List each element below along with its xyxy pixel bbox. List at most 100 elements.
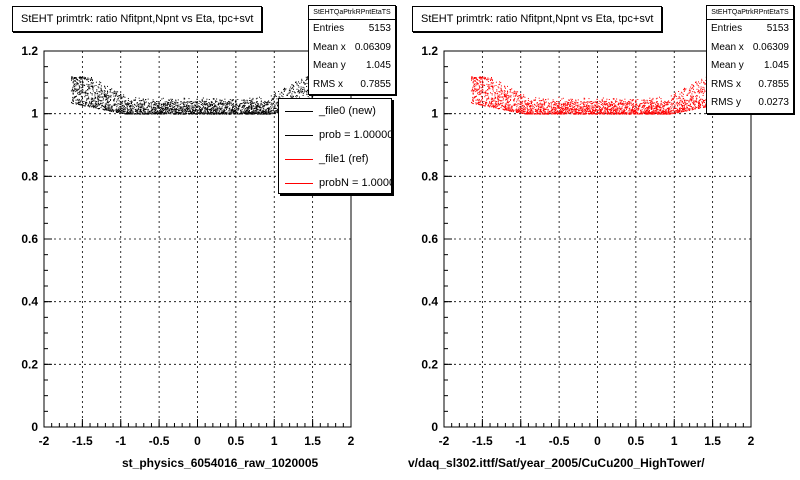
- data-point: [98, 91, 100, 93]
- data-point: [474, 78, 476, 79]
- data-point: [592, 102, 593, 104]
- data-point: [623, 103, 625, 105]
- data-point: [198, 112, 200, 113]
- data-point: [298, 91, 299, 93]
- data-point: [112, 106, 113, 108]
- data-point: [507, 99, 508, 101]
- data-point: [550, 107, 552, 109]
- data-point: [502, 102, 504, 104]
- data-point: [691, 109, 693, 111]
- data-point: [518, 95, 520, 97]
- data-point: [490, 92, 491, 94]
- data-point: [87, 92, 89, 94]
- data-point: [104, 109, 106, 111]
- data-point: [81, 97, 83, 99]
- data-point: [522, 96, 524, 98]
- data-point: [211, 101, 213, 103]
- data-point: [587, 109, 588, 110]
- data-point: [669, 113, 671, 115]
- data-point: [171, 98, 173, 100]
- data-point: [124, 111, 126, 113]
- data-point: [620, 103, 622, 105]
- data-point: [672, 112, 674, 114]
- data-point: [661, 113, 663, 115]
- data-point: [596, 106, 598, 108]
- data-point: [637, 99, 639, 100]
- data-point: [533, 113, 535, 115]
- data-point: [618, 113, 620, 115]
- data-point: [201, 108, 203, 110]
- data-point: [542, 108, 544, 110]
- data-point: [82, 81, 84, 83]
- data-point: [132, 110, 134, 112]
- data-point: [155, 112, 157, 114]
- data-point: [120, 103, 122, 105]
- data-point: [694, 92, 696, 94]
- data-point: [698, 107, 700, 109]
- data-point: [598, 100, 600, 102]
- data-point: [516, 95, 518, 97]
- data-point: [157, 105, 159, 107]
- data-point: [133, 108, 135, 110]
- data-point: [540, 104, 542, 106]
- data-point: [204, 106, 206, 108]
- data-point: [144, 110, 146, 112]
- data-point: [484, 103, 486, 105]
- data-point: [476, 99, 478, 101]
- data-point: [659, 96, 660, 98]
- data-point: [594, 101, 596, 103]
- data-point: [526, 110, 528, 112]
- data-point: [180, 106, 182, 108]
- data-point: [570, 102, 572, 104]
- data-point: [595, 113, 597, 115]
- data-point: [80, 90, 82, 92]
- data-point: [481, 90, 483, 92]
- data-point: [578, 109, 580, 111]
- data-point: [174, 106, 176, 107]
- data-point: [273, 110, 275, 112]
- data-point: [92, 100, 94, 102]
- data-point: [658, 103, 660, 105]
- data-point: [640, 113, 642, 115]
- data-point: [88, 86, 90, 88]
- data-point: [159, 112, 161, 114]
- data-point: [96, 90, 98, 92]
- data-point: [82, 92, 84, 94]
- data-point: [119, 110, 121, 112]
- data-point: [296, 95, 298, 97]
- data-point: [72, 93, 74, 95]
- data-point: [105, 105, 107, 107]
- data-point: [173, 113, 175, 115]
- data-point: [186, 110, 188, 112]
- data-point: [278, 96, 280, 98]
- data-point: [230, 101, 232, 103]
- data-point: [153, 112, 155, 114]
- data-point: [257, 109, 259, 111]
- data-point: [608, 112, 609, 114]
- data-point: [73, 97, 75, 99]
- data-point: [271, 111, 273, 113]
- data-point: [650, 103, 652, 105]
- data-point: [598, 109, 600, 111]
- data-point: [689, 103, 691, 105]
- data-point: [175, 109, 177, 111]
- data-point: [510, 99, 511, 101]
- data-point: [164, 103, 166, 105]
- y-tick-label: 0.4: [21, 295, 38, 309]
- data-point: [90, 106, 92, 108]
- data-point: [181, 112, 183, 114]
- data-point: [484, 92, 486, 94]
- data-point: [510, 89, 512, 91]
- data-point: [525, 104, 527, 105]
- data-point: [205, 108, 207, 110]
- data-point: [125, 104, 127, 105]
- data-point: [168, 99, 170, 101]
- data-point: [613, 113, 615, 115]
- data-point: [296, 84, 298, 86]
- data-point: [660, 106, 661, 108]
- data-point: [188, 113, 190, 115]
- data-point: [178, 111, 180, 113]
- data-point: [530, 105, 532, 107]
- data-point: [184, 104, 186, 106]
- data-point: [575, 113, 577, 115]
